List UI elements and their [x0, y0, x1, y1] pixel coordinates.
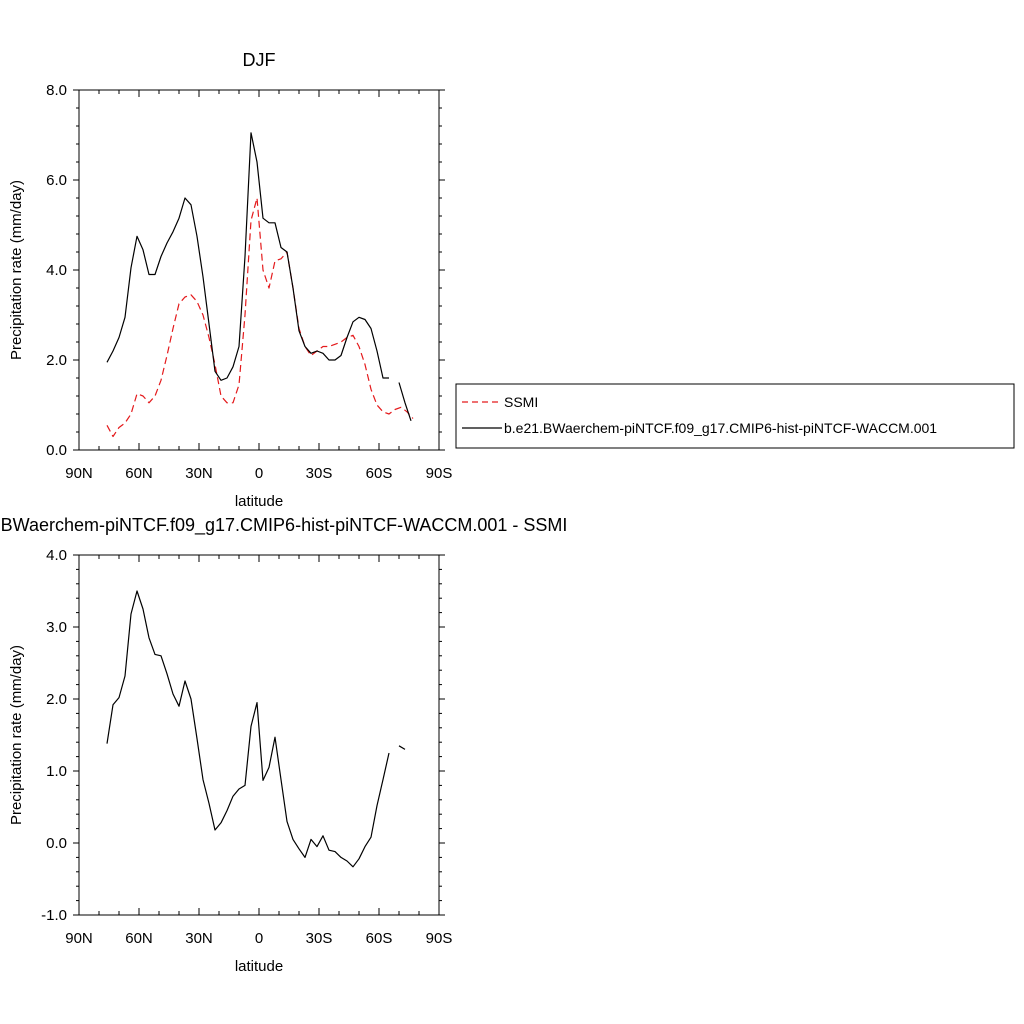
x-tick-label: 90N [65, 465, 93, 482]
y-tick-label: 3.0 [46, 619, 67, 636]
chart-title: DJF [243, 50, 276, 70]
x-tick-label: 60N [125, 465, 153, 482]
x-axis-label: latitude [235, 493, 283, 510]
series-line-model [106, 590, 390, 868]
plot-frame [78, 89, 440, 451]
series-line-model [106, 132, 389, 381]
y-axis-label: Precipitation rate (mm/day) [8, 645, 25, 825]
y-tick-label: 4.0 [46, 262, 67, 279]
y-tick-label: 8.0 [46, 82, 67, 99]
plot-frame [78, 554, 440, 916]
panel-djf: DJF 90N 60N 30N 0 30S 60S 90S 0.0 2.0 4.0 6.0 8.0 l… [8, 50, 452, 510]
y-tick-label: 0.0 [46, 835, 67, 852]
x-tick-label: 90N [65, 930, 93, 947]
legend-box [455, 383, 1015, 449]
x-tick-label: 60S [366, 465, 393, 482]
y-tick-label: 6.0 [46, 172, 67, 189]
chart-title: b.e21.BWaerchem-piNTCF.f09_g17.CMIP6-his… [0, 515, 567, 536]
y-tick-label: 1.0 [46, 763, 67, 780]
series-line-ssmi [106, 197, 414, 438]
x-tick-label: 30S [306, 465, 333, 482]
legend-label-ssmi: SSMI [504, 394, 538, 410]
x-tick-label: 30N [185, 930, 213, 947]
y-tick-label: 2.0 [46, 691, 67, 708]
series-group [106, 590, 406, 868]
panel-difference: b.e21.BWaerchem-piNTCF.f09_g17.CMIP6-his… [0, 515, 567, 975]
x-axis-label: latitude [235, 958, 283, 975]
legend: SSMI b.e21.BWaerchem-piNTCF.f09_g17.CMIP… [455, 383, 1015, 449]
series-line-model [398, 745, 406, 750]
y-axis-label: Precipitation rate (mm/day) [8, 180, 25, 360]
legend-label-model: b.e21.BWaerchem-piNTCF.f09_g17.CMIP6-his… [504, 420, 937, 436]
y-tick-label: -1.0 [41, 907, 67, 924]
axes-ticks: 90N 60N 30N 0 30S 60S 90S 0.0 2.0 4.0 6.0 8.0 [46, 82, 452, 482]
x-tick-label: 30N [185, 465, 213, 482]
series-line-model [398, 382, 412, 421]
axes-ticks: 90N 60N 30N 0 30S 60S 90S -1.0 0.0 1.0 2.0 3.0 4.0 [41, 547, 452, 947]
y-tick-label: 0.0 [46, 442, 67, 459]
series-group [106, 132, 414, 438]
x-tick-label: 60S [366, 930, 393, 947]
x-tick-label: 0 [255, 465, 263, 482]
x-tick-label: 30S [306, 930, 333, 947]
x-tick-label: 90S [426, 930, 453, 947]
y-tick-label: 2.0 [46, 352, 67, 369]
y-tick-label: 4.0 [46, 547, 67, 564]
x-tick-label: 90S [426, 465, 453, 482]
x-tick-label: 60N [125, 930, 153, 947]
x-tick-label: 0 [255, 930, 263, 947]
